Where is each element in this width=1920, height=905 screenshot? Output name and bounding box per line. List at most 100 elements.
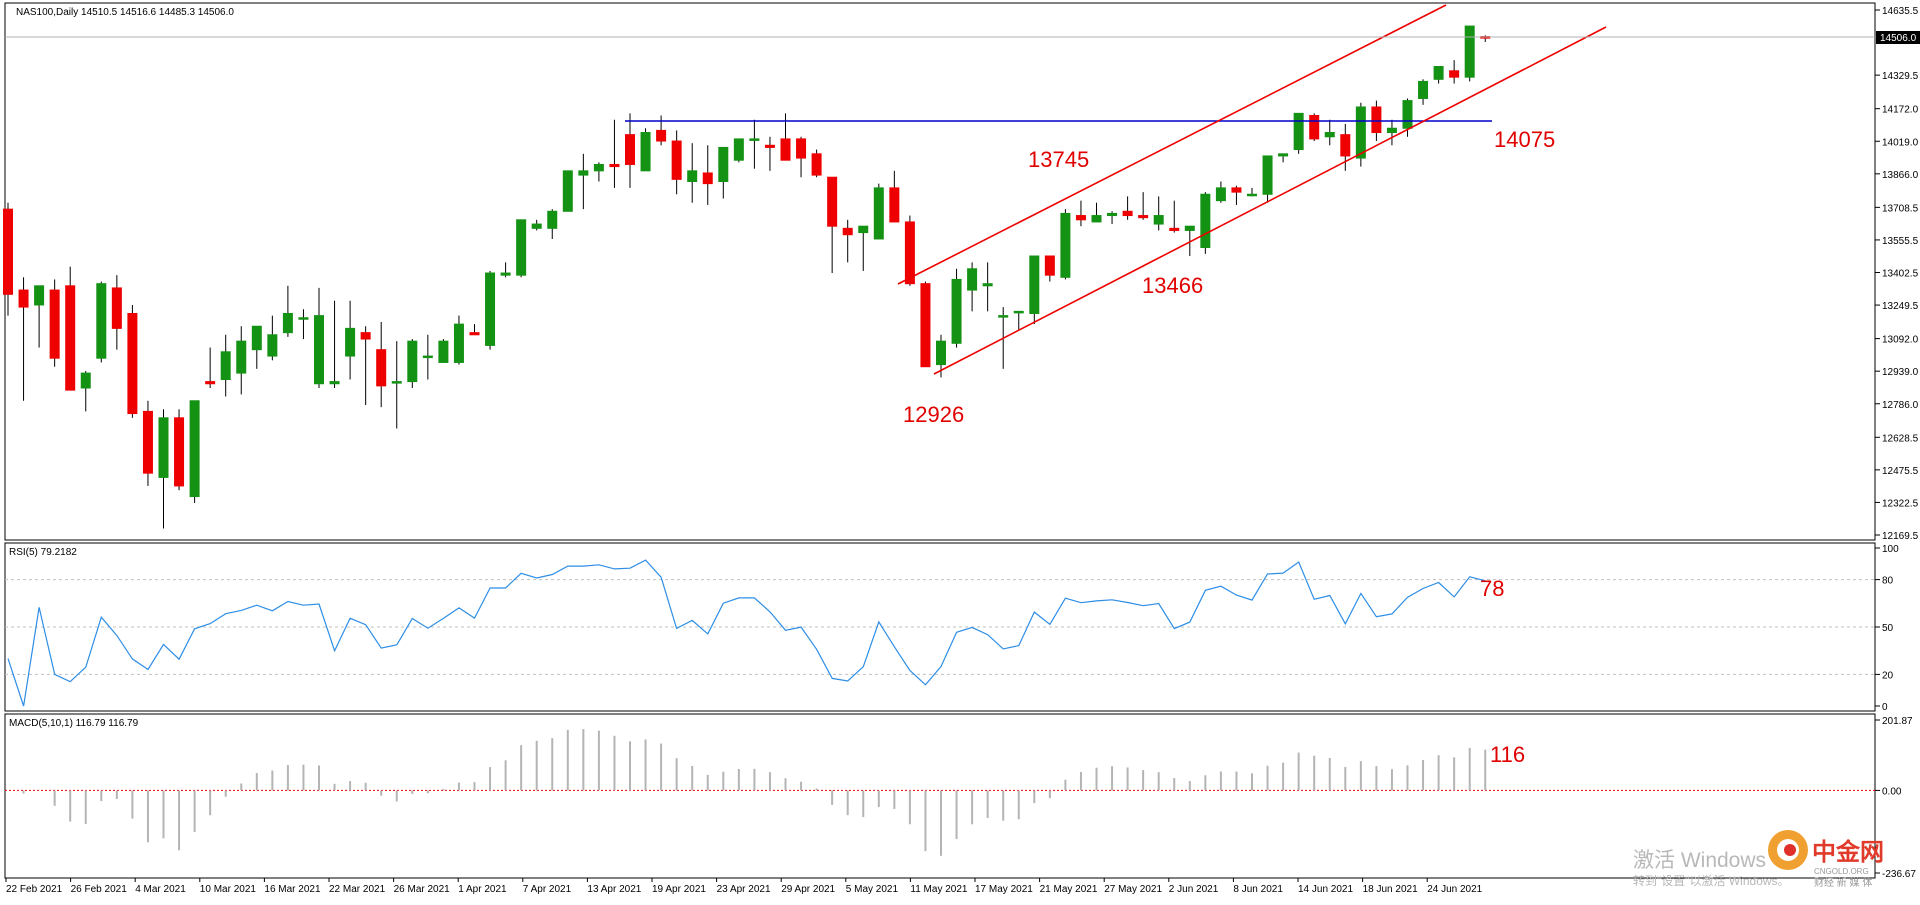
date-tick-label: 14 Jun 2021: [1298, 884, 1353, 895]
candle-body: [749, 138, 760, 141]
candle-body: [96, 283, 107, 359]
candle-body: [127, 312, 138, 415]
date-tick-label: 26 Feb 2021: [71, 884, 128, 895]
rsi-panel[interactable]: [4, 542, 1876, 712]
logo-tagline: 财经 新 媒 体: [1814, 876, 1872, 889]
candle-body: [998, 315, 1009, 318]
candle-body: [360, 332, 371, 340]
annotation-swing-high: 13745: [1028, 147, 1089, 172]
rsi-line: [7, 559, 1486, 707]
candle-body: [1324, 132, 1335, 138]
price-tick-label: 13092.0: [1882, 335, 1919, 346]
date-tick-label: 1 Apr 2021: [458, 884, 507, 895]
macd-tick-label: -236.67: [1882, 869, 1916, 880]
candle-body: [329, 381, 340, 385]
candle-body: [1169, 227, 1180, 231]
candle-body: [298, 317, 309, 320]
price-tick-label: 12169.5: [1882, 531, 1919, 542]
channel-lower-line[interactable]: [933, 26, 1607, 375]
price-tick-label: 12475.5: [1882, 466, 1919, 477]
date-tick-label: 22 Feb 2021: [6, 884, 63, 895]
macd-tick-label: 201.87: [1882, 716, 1913, 727]
macd-layer: [5, 729, 1875, 856]
rsi-tick-label: 20: [1882, 670, 1894, 681]
activate-windows-hint: 转到"设置"以激活 Windows。: [1633, 873, 1790, 888]
candle-body: [1138, 215, 1149, 219]
annotation-macd-value: 116: [1490, 742, 1525, 767]
candle-body: [236, 340, 247, 374]
candle-body: [733, 138, 744, 161]
candle-body: [593, 163, 604, 172]
candle-body: [1340, 134, 1351, 157]
price-tick-label: 12939.0: [1882, 367, 1919, 378]
annotation-resistance: 14075: [1494, 127, 1555, 152]
date-tick-label: 2 Jun 2021: [1169, 884, 1219, 895]
candle-body: [1215, 187, 1226, 202]
candle-body: [967, 268, 978, 291]
candle-body: [1278, 153, 1289, 157]
current-price-tag: [1876, 31, 1920, 44]
candle-body: [174, 417, 185, 487]
candle-body: [469, 332, 480, 336]
channel-upper-line[interactable]: [897, 4, 1447, 285]
candle-body: [205, 381, 216, 385]
date-tick-label: 21 May 2021: [1040, 884, 1098, 895]
candle-body: [516, 219, 527, 276]
logo-sub: CNGOLD.ORG: [1814, 867, 1869, 876]
macd-label: MACD(5,10,1) 116.79 116.79: [9, 718, 139, 729]
candle-body: [562, 170, 573, 212]
candle-body: [1293, 112, 1304, 151]
candle-body: [671, 140, 682, 180]
candle-body: [1075, 215, 1086, 221]
candle-body: [780, 138, 791, 161]
date-tick-label: 16 Mar 2021: [264, 884, 321, 895]
date-tick-label: 23 Apr 2021: [717, 884, 771, 895]
candle-body: [1449, 70, 1460, 78]
candle-body: [842, 227, 853, 236]
candle-body: [1029, 255, 1040, 314]
price-tick-label: 14329.5: [1882, 71, 1919, 82]
candle-body: [1044, 255, 1055, 276]
price-tick-label: 13708.5: [1882, 203, 1919, 214]
candle-body: [1402, 100, 1413, 129]
date-tick-label: 7 Apr 2021: [523, 884, 572, 895]
candle-body: [80, 372, 91, 389]
candle-body: [1309, 114, 1320, 140]
axis-layer: 14635.5 14329.5 14172.0 14019.0 13866.0 13708…: [5, 6, 1919, 895]
candle-body: [111, 287, 122, 329]
candle-body: [578, 170, 589, 176]
candle-body: [189, 400, 200, 498]
candle-body: [811, 153, 822, 176]
candle-body: [1231, 187, 1242, 193]
price-panel[interactable]: [4, 2, 1876, 541]
annotation-rsi-value: 78: [1480, 576, 1504, 601]
date-tick-label: 17 May 2021: [975, 884, 1033, 895]
date-tick-label: 10 Mar 2021: [200, 884, 257, 895]
candle-body: [718, 146, 729, 182]
candle-body: [391, 381, 402, 384]
price-tick-label: 13555.5: [1882, 236, 1919, 247]
candle-body: [142, 410, 153, 474]
cngold-logo-icon: [1768, 830, 1808, 870]
symbol-info: NAS100,Daily 14510.5 14516.6 14485.3 145…: [16, 7, 234, 18]
date-tick-label: 24 Jun 2021: [1427, 884, 1482, 895]
candle-body: [1247, 193, 1257, 197]
price-tick-label: 12322.5: [1882, 498, 1919, 509]
candle-body: [65, 285, 76, 391]
candle-body: [267, 334, 278, 357]
activate-windows-text: 激活 Windows: [1633, 849, 1766, 872]
logo-text: 中金网: [1812, 838, 1884, 866]
candle-body: [282, 312, 293, 334]
candle-body: [1418, 80, 1429, 99]
rsi-tick-label: 80: [1882, 576, 1894, 587]
price-tick-label: 14635.5: [1882, 6, 1919, 17]
candle-body: [873, 187, 884, 240]
candle-body: [422, 355, 433, 359]
candle-body: [314, 315, 324, 385]
candle-body: [1262, 155, 1273, 195]
candle-body: [1355, 106, 1366, 159]
date-tick-label: 22 Mar 2021: [329, 884, 386, 895]
rsi-tick-label: 0: [1882, 702, 1888, 713]
